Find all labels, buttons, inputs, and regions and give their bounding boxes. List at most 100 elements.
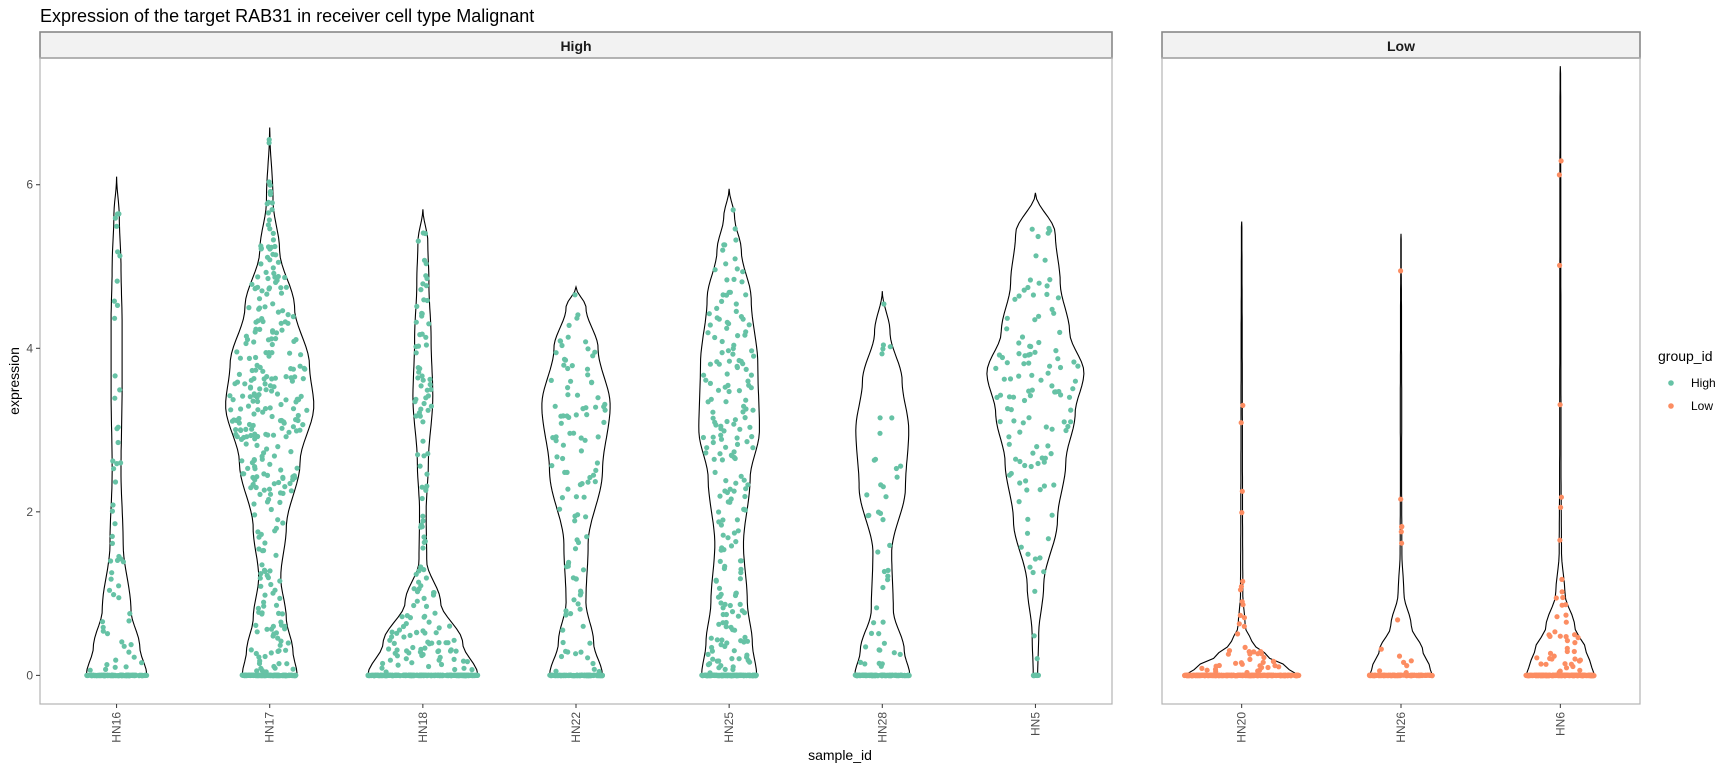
facet-panels: High 0 2 4 6 HN16 HN17 HN18 HN22 HN25 HN28 HN5 Low HN… (26, 31, 1641, 743)
data-point (1398, 268, 1404, 274)
data-point (593, 467, 599, 473)
data-point (234, 434, 240, 440)
data-point (269, 376, 275, 382)
data-point (880, 584, 886, 591)
data-point (253, 622, 259, 629)
data-point (577, 482, 584, 488)
data-point (126, 618, 132, 624)
data-point (258, 243, 264, 249)
data-point (1563, 672, 1569, 679)
data-point (738, 473, 744, 479)
data-point (1557, 633, 1563, 639)
data-point (258, 665, 264, 671)
data-point (1048, 451, 1054, 457)
data-point (573, 651, 579, 657)
data-point (554, 672, 560, 678)
data-point (724, 418, 730, 425)
data-point (297, 427, 303, 433)
data-point (886, 672, 892, 678)
data-point (1028, 463, 1034, 470)
data-point (889, 415, 895, 421)
data-point (720, 605, 726, 611)
data-point (278, 290, 285, 296)
data-point (1005, 406, 1011, 412)
data-point (1546, 632, 1552, 638)
data-point (558, 420, 564, 426)
facet-panel-low: Low HN20 HN26 HN6 (1161, 31, 1641, 743)
data-point (1572, 632, 1578, 638)
data-point (1027, 564, 1033, 570)
data-point (1582, 672, 1588, 678)
data-point (266, 353, 272, 359)
legend-items: High Low (1668, 376, 1716, 413)
data-point (714, 637, 720, 643)
data-point (276, 648, 282, 654)
data-point (232, 381, 238, 387)
data-point (252, 329, 258, 335)
data-point (742, 415, 748, 421)
data-point (387, 637, 393, 643)
data-point (416, 568, 422, 574)
data-point (278, 285, 284, 291)
data-point (1398, 529, 1404, 535)
data-point (272, 274, 278, 280)
data-point (112, 373, 118, 379)
violin-shape (698, 188, 760, 676)
data-point (241, 471, 247, 477)
data-point (747, 659, 753, 665)
data-point (719, 338, 725, 345)
data-point (1030, 569, 1036, 576)
data-point (1538, 672, 1544, 679)
data-point (252, 431, 258, 437)
data-point (736, 357, 742, 364)
data-point (740, 316, 746, 322)
data-point (112, 315, 118, 321)
data-point (256, 296, 263, 302)
data-point (273, 336, 279, 342)
data-point (1577, 657, 1583, 663)
facet-strip-label: High (560, 38, 591, 54)
data-point (1563, 634, 1569, 640)
data-point (257, 326, 263, 332)
data-point (707, 661, 713, 667)
data-point (1045, 370, 1051, 376)
data-point (1570, 663, 1576, 670)
data-point (585, 346, 591, 352)
data-point (596, 668, 602, 675)
data-point (733, 480, 739, 486)
data-point (451, 637, 457, 643)
data-point (734, 266, 740, 272)
data-point (103, 666, 109, 673)
data-point (257, 491, 263, 497)
data-point (717, 558, 723, 565)
data-point (436, 640, 442, 646)
data-point (280, 520, 286, 526)
data-point (253, 319, 259, 325)
data-point (100, 628, 106, 634)
data-point (423, 395, 429, 401)
data-point (233, 427, 239, 433)
data-point (721, 428, 727, 434)
data-point (1006, 434, 1012, 440)
data-point (1564, 648, 1570, 655)
data-point (273, 252, 279, 258)
data-point (704, 445, 710, 451)
data-point (259, 562, 265, 568)
data-point (243, 441, 249, 447)
data-point (1010, 394, 1017, 400)
data-point (726, 388, 732, 395)
data-point (1020, 420, 1026, 426)
data-point (115, 249, 121, 255)
data-point (865, 513, 871, 519)
data-point (252, 512, 258, 518)
data-point (254, 474, 260, 480)
data-point (891, 650, 897, 656)
data-point (565, 365, 571, 372)
data-point (419, 373, 425, 379)
data-point (1058, 392, 1064, 398)
data-point (1024, 487, 1030, 493)
data-point (1042, 455, 1048, 461)
data-point (583, 339, 589, 345)
data-point (265, 275, 271, 282)
data-point (250, 398, 256, 404)
